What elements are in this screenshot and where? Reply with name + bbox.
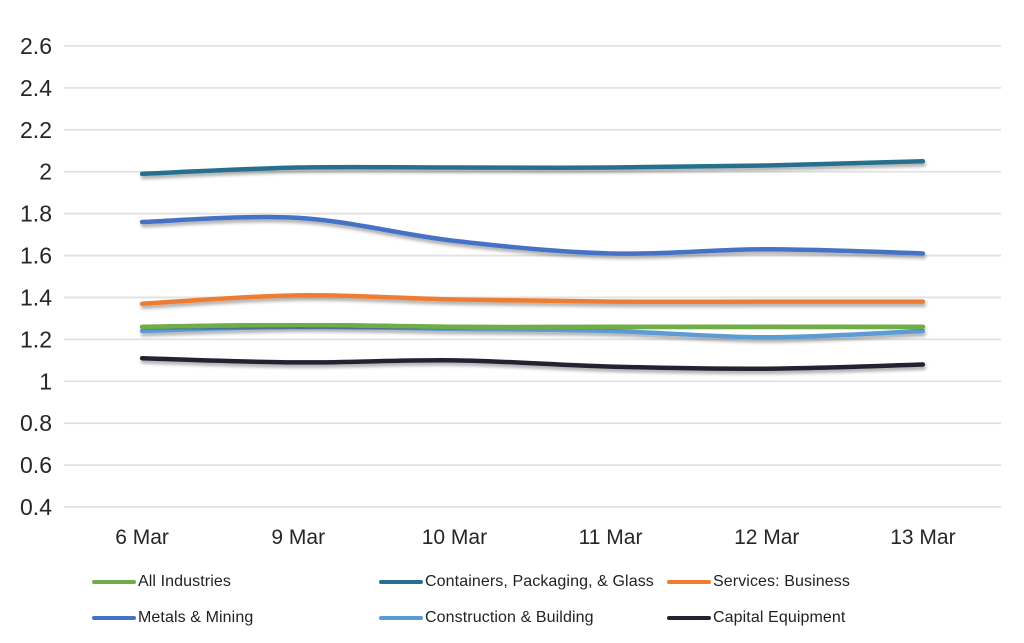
series-line-metals-mining [139,214,926,256]
y-tick-label: 2.2 [20,117,52,143]
y-tick-label: 1.8 [20,201,52,227]
y-tick-label: 2 [39,159,52,185]
series-line-containers-packaging-glass [139,159,926,177]
x-tick-label: 10 Mar [422,526,487,549]
y-tick-label: 1 [39,368,52,394]
y-tick-label: 1.6 [20,243,52,269]
x-tick-label: 6 Mar [115,526,169,549]
y-tick-label: 0.8 [20,410,52,436]
legend-swatch-metals-mining [92,615,136,621]
legend-label: Metals & Mining [138,609,254,626]
legend-label: Services: Business [713,573,850,590]
legend-label: Construction & Building [425,609,594,626]
legend-row: Metals & Mining Construction & Building Ca… [0,605,1024,631]
legend-item-all-industries: All Industries [92,569,231,595]
legend-swatch-capital-equipment [667,615,711,621]
series-line-all-industries [139,322,926,330]
x-tick-label: 11 Mar [579,526,643,549]
y-tick-label: 1.4 [20,284,52,310]
legend-item-capital-equipment: Capital Equipment [667,605,845,631]
x-tick-label: 13 Mar [890,526,955,549]
y-tick-label: 0.4 [20,494,52,520]
legend-item-services-business: Services: Business [667,569,850,595]
plot-area: 2.6 2.4 2.2 2 1.8 1.6 1.4 1.2 1 0.8 0.6 0.4 6 Mar 9 M… [20,33,1001,549]
x-tick-label: 9 Mar [271,526,325,549]
legend-row: All Industries Containers, Packaging, & G… [0,569,1024,595]
x-tick-label: 12 Mar [734,526,799,549]
y-tick-label: 2.6 [20,33,52,59]
legend-swatch-all-industries [92,579,136,585]
legend-swatch-containers-packaging-glass [379,579,423,585]
y-tick-label: 1.2 [20,326,52,352]
y-tick-label: 0.6 [20,452,52,478]
legend-swatch-construction-building [379,615,423,621]
series-line-capital-equipment [139,355,926,372]
series-line-construction-building [139,324,926,340]
series-line-services-business [139,293,926,306]
legend-label: Containers, Packaging, & Glass [425,573,654,590]
legend-item-containers-packaging-glass: Containers, Packaging, & Glass [379,569,654,595]
legend-label: All Industries [138,573,231,590]
legend-label: Capital Equipment [713,609,846,626]
legend-item-construction-building: Construction & Building [379,605,594,631]
chart-legend: All Industries Containers, Packaging, & G… [0,563,1024,639]
legend-item-metals-mining: Metals & Mining [92,605,253,631]
legend-swatch-services-business [667,579,711,585]
y-tick-label: 2.4 [20,75,52,101]
